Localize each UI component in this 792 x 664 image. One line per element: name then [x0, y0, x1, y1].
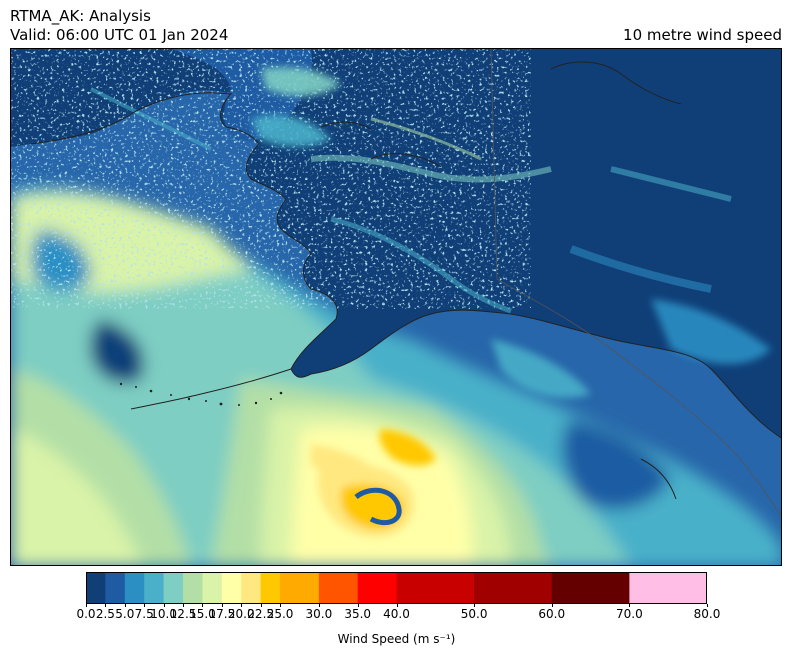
colorbar-tick-label: 22.5: [247, 607, 275, 621]
colorbar-segment: [163, 572, 184, 604]
map-panel: [10, 48, 782, 566]
colorbar-segment: [124, 572, 145, 604]
colorbar-tick-mark: [280, 604, 282, 607]
colorbar-tick-label: 60.0: [538, 607, 566, 621]
colorbar-tick-label: 80.0: [693, 607, 721, 621]
colorbar-tick-label: 17.5: [208, 607, 236, 621]
colorbar-segment: [202, 572, 223, 604]
colorbar-tick-label: 5.0: [115, 607, 135, 621]
plot-title: RTMA_AK: Analysis Valid: 06:00 UTC 01 Ja…: [10, 7, 228, 45]
colorbar-segment: [280, 572, 320, 604]
colorbar-tick-label: 10.0: [150, 607, 177, 621]
colorbar-segment: [144, 572, 165, 604]
colorbar-tick-label: 70.0: [616, 607, 643, 621]
colorbar-tick-mark: [202, 604, 204, 607]
colorbar-tick-mark: [105, 604, 107, 607]
colorbar-segment: [396, 572, 475, 604]
colorbar-tick-label: 12.5: [169, 607, 197, 621]
mountain-wind-streaks: [90, 87, 732, 314]
colorbar-tick-label: 50.0: [460, 607, 488, 621]
colorbar-tick-label: 7.5: [134, 607, 154, 621]
colorbar-tick-label: 15.0: [189, 607, 216, 621]
colorbar-tick-label: 2.5: [95, 607, 115, 621]
aleutian-islands: [119, 382, 283, 406]
colorbar-segment: [221, 572, 242, 604]
colorbar-tick-label: 20.0: [227, 607, 255, 621]
field-title: 10 metre wind speed: [623, 26, 782, 44]
colorbar-tick-mark: [260, 604, 262, 607]
colorbar-tick-mark: [144, 604, 146, 607]
colorbar-segment: [551, 572, 630, 604]
colorbar-segment: [629, 572, 707, 604]
colorbar-tick-label: 30.0: [305, 607, 333, 621]
storm-eye-band: [354, 487, 402, 526]
colorbar-tick-label: 35.0: [344, 607, 372, 621]
colorbar-tick-mark: [551, 604, 553, 607]
coastlines: [30, 49, 781, 517]
colorbar-tick-label: 0.0: [76, 607, 96, 621]
colorbar-tick-mark: [183, 604, 185, 607]
title-valid-time: Valid: 06:00 UTC 01 Jan 2024: [10, 26, 229, 44]
colorbar: [86, 572, 707, 604]
colorbar-tick-label: 25.0: [266, 607, 294, 621]
colorbar-tick-mark: [241, 604, 243, 607]
title-model: RTMA_AK: Analysis: [10, 7, 151, 25]
wind-speed-map: [11, 49, 781, 565]
ocean-wind-field: [11, 186, 781, 565]
colorbar-tick-mark: [629, 604, 631, 607]
colorbar-segment: [241, 572, 262, 604]
colorbar-tick-mark: [357, 604, 359, 607]
colorbar-segment: [86, 572, 106, 604]
colorbar-outline: [86, 572, 707, 604]
storm-core: [311, 429, 436, 538]
coastal-wind-zones: [251, 67, 771, 398]
colorbar-segment: [357, 572, 397, 604]
colorbar-tick-mark: [124, 604, 126, 607]
colorbar-ticks: 0.0 2.5 5.0 7.5 10.0 12.5 15.0 17.5 20.0 22.5 25.0…: [76, 604, 720, 621]
colorbar-segment: [318, 572, 359, 604]
colorbar-tick-mark: [318, 604, 320, 607]
colorbar-tick-mark: [163, 604, 165, 607]
colorbar-tick-mark: [396, 604, 398, 607]
colorbar-tick-mark: [221, 604, 223, 607]
colorbar-segment: [474, 572, 553, 604]
colorbar-segment: [105, 572, 126, 604]
colorbar-tick-mark: [86, 604, 87, 607]
colorbar-segment: [260, 572, 281, 604]
colorbar-tick-mark: [474, 604, 476, 607]
colorbar-segment: [183, 572, 203, 604]
colorbar-tick-mark: [707, 604, 708, 607]
colorbar-label: Wind Speed (m s⁻¹): [337, 632, 456, 646]
colorbar-tick-label: 40.0: [383, 607, 410, 621]
